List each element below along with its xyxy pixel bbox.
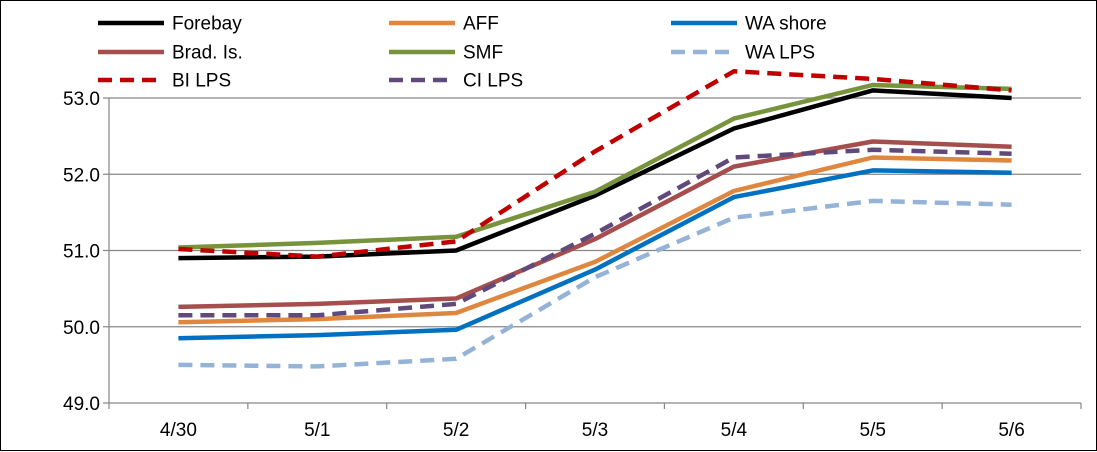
gridlines	[109, 97, 1081, 328]
legend-item: SMF	[389, 43, 503, 64]
y-tick-label: 49.0	[63, 394, 100, 415]
x-tick-label: 4/30	[160, 420, 197, 441]
axes: 49.0 50.0 51.0 52.0 53.0 4/30 5/1 5/2 5/3 5/4 5/5 5…	[63, 89, 1082, 441]
legend-label: Forebay	[172, 14, 242, 35]
series-line-brad-is	[178, 139, 1012, 310]
series-line-smf	[178, 82, 1012, 250]
x-tick-label: 5/6	[998, 420, 1024, 441]
series-line-wa-lps	[178, 198, 1012, 369]
legend-item: WA shore	[671, 14, 827, 35]
series-line-wa-shore	[178, 168, 1012, 341]
series-line-ci-lps	[178, 147, 1012, 318]
legend-item: WA LPS	[671, 43, 815, 64]
legend-label: AFF	[463, 14, 499, 35]
y-tick-label: 53.0	[63, 89, 100, 110]
legend-label: Brad. Is.	[172, 43, 243, 64]
x-tick-label: 5/5	[860, 420, 886, 441]
legend-label: SMF	[463, 43, 503, 64]
x-tick-label: 5/3	[582, 420, 608, 441]
legend-item: Brad. Is.	[98, 43, 243, 64]
series-lines	[178, 69, 1012, 369]
legend-label: WA shore	[745, 14, 827, 35]
legend-item: BI LPS	[98, 71, 231, 92]
series-line-bi-lps	[178, 69, 1012, 259]
y-tick-label: 52.0	[63, 165, 100, 186]
legend: Forebay AFF WA shore Brad. Is. SMF WA LPS BI L…	[98, 14, 827, 92]
legend-label: CI LPS	[463, 71, 523, 92]
legend-item: Forebay	[98, 14, 242, 35]
x-tick-label: 5/1	[304, 420, 330, 441]
legend-item: CI LPS	[389, 71, 523, 92]
y-tick-label: 50.0	[63, 318, 100, 339]
legend-item: AFF	[389, 14, 499, 35]
x-tick-label: 5/4	[721, 420, 748, 441]
y-tick-label: 51.0	[63, 242, 100, 263]
legend-label: WA LPS	[745, 43, 815, 64]
series-line-aff	[178, 155, 1012, 325]
legend-label: BI LPS	[172, 71, 231, 92]
x-tick-label: 5/2	[443, 420, 469, 441]
